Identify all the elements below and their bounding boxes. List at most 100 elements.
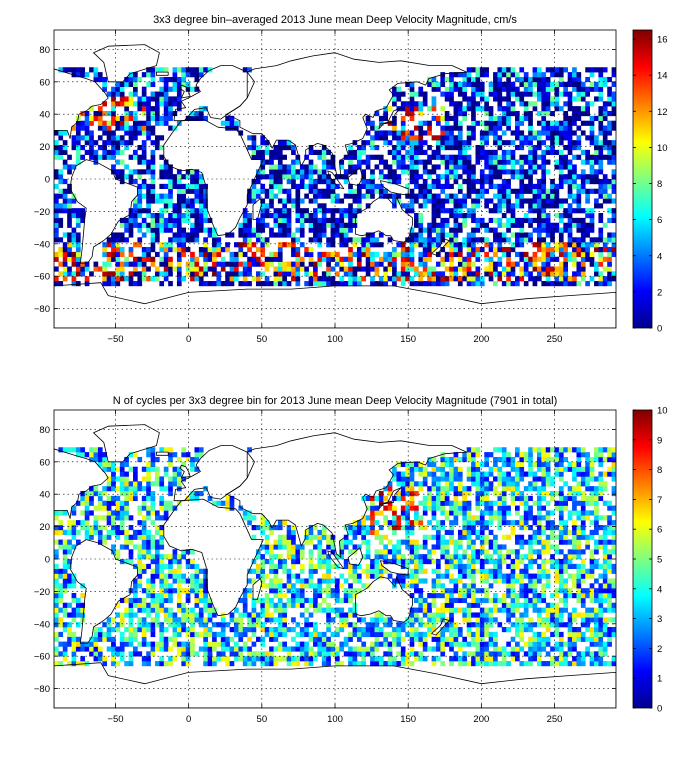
data-cell	[532, 67, 538, 73]
data-cell	[457, 227, 463, 233]
data-cell	[295, 622, 301, 628]
data-cell	[563, 563, 568, 570]
data-cell	[277, 578, 283, 584]
data-cell	[308, 276, 314, 282]
data-cell	[207, 651, 213, 657]
data-cell	[471, 651, 476, 657]
data-cell	[598, 641, 604, 647]
data-cell	[497, 573, 503, 579]
data-cell	[484, 607, 489, 613]
data-cell	[277, 232, 283, 238]
data-cell	[554, 588, 560, 594]
data-cell	[216, 271, 222, 277]
data-cell	[115, 281, 121, 287]
data-cell	[409, 276, 415, 282]
data-cell	[558, 135, 564, 141]
data-cell	[471, 242, 476, 248]
data-cell	[611, 656, 616, 662]
data-cell	[431, 271, 437, 277]
data-cell	[159, 154, 165, 160]
data-cell	[356, 281, 362, 287]
data-cell	[150, 130, 156, 136]
data-cell	[475, 617, 481, 623]
data-cell	[247, 188, 252, 194]
data-cell	[356, 651, 362, 657]
data-cell	[475, 179, 481, 185]
data-cell	[444, 256, 450, 262]
data-cell	[370, 251, 375, 258]
data-cell	[67, 164, 72, 170]
data-cell	[365, 563, 371, 570]
data-cell	[435, 656, 441, 662]
data-cell	[352, 568, 358, 574]
data-cell	[387, 276, 393, 282]
data-cell	[374, 125, 380, 131]
data-cell	[440, 227, 446, 233]
data-cell	[462, 607, 468, 613]
data-cell	[497, 256, 503, 262]
data-cell	[589, 597, 595, 604]
data-cell	[598, 130, 604, 136]
data-cell	[580, 110, 586, 117]
data-cell	[62, 242, 68, 248]
data-cell	[471, 563, 476, 570]
data-cell	[62, 559, 68, 565]
data-cell	[277, 617, 283, 623]
data-cell	[141, 627, 147, 633]
data-cell	[594, 115, 599, 121]
data-cell	[335, 232, 340, 238]
data-cell	[400, 554, 406, 560]
data-cell	[418, 91, 424, 97]
data-cell	[383, 661, 388, 667]
data-cell	[242, 641, 248, 647]
data-cell	[405, 81, 410, 87]
y-tick-label: −40	[34, 239, 50, 250]
data-cell	[203, 242, 208, 248]
data-cell	[563, 559, 568, 565]
data-cell	[431, 193, 437, 199]
data-cell	[466, 631, 472, 638]
data-cell	[440, 203, 446, 209]
data-cell	[234, 276, 239, 282]
data-cell	[563, 135, 568, 141]
data-cell	[321, 554, 327, 560]
data-cell	[466, 593, 472, 599]
data-cell	[545, 144, 551, 151]
data-cell	[466, 607, 472, 613]
data-cell	[185, 651, 191, 657]
data-cell	[409, 149, 415, 156]
data-cell	[545, 169, 551, 175]
data-cell	[190, 617, 195, 623]
data-cell	[80, 593, 86, 599]
data-cell	[506, 554, 511, 560]
data-cell	[563, 179, 568, 185]
data-cell	[225, 636, 230, 642]
data-cell	[330, 281, 336, 287]
data-cell	[128, 222, 134, 228]
data-cell	[414, 144, 419, 151]
data-cell	[330, 251, 336, 258]
data-cell	[572, 271, 577, 277]
data-cell	[488, 271, 494, 277]
data-cell	[133, 125, 138, 131]
data-cell	[506, 101, 511, 107]
data-cell	[159, 208, 165, 214]
data-cell	[119, 101, 125, 107]
data-cell	[453, 578, 459, 584]
data-cell	[585, 91, 590, 97]
data-cell	[84, 149, 90, 156]
data-cell	[479, 179, 485, 185]
data-cell	[497, 261, 503, 267]
data-cell	[475, 144, 481, 151]
data-cell	[154, 91, 160, 97]
data-cell	[62, 149, 68, 156]
data-cell	[277, 627, 283, 633]
data-cell	[291, 588, 296, 594]
data-cell	[62, 208, 68, 214]
data-cell	[238, 636, 244, 642]
data-cell	[440, 159, 446, 165]
data-cell	[449, 91, 454, 97]
data-cell	[550, 227, 555, 233]
data-cell	[163, 106, 169, 112]
data-cell	[532, 588, 538, 594]
